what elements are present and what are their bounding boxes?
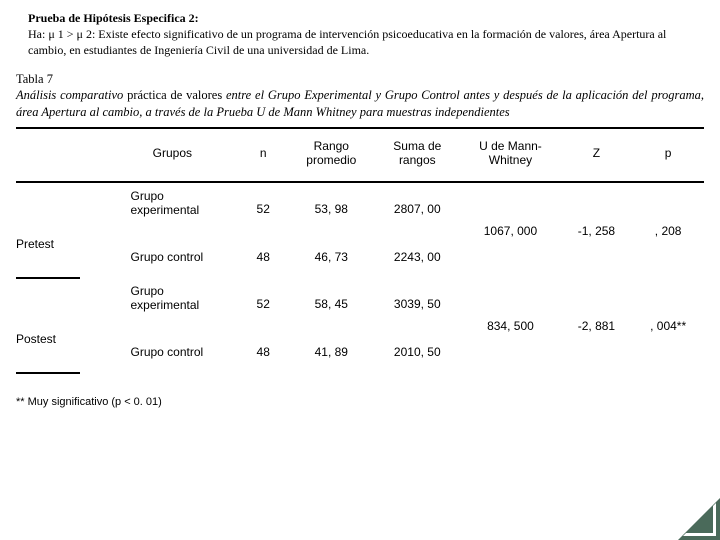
pretest-ctrl-label: Grupo control <box>80 235 238 278</box>
col-u: U de Mann-Whitney <box>460 128 560 182</box>
pretest-exp-suma: 2807, 00 <box>374 182 460 235</box>
col-p: p <box>632 128 704 182</box>
pretest-exp-rango: 53, 98 <box>288 182 374 235</box>
postest-ctrl-rango: 41, 89 <box>288 330 374 373</box>
header-row: Grupos n Rango promedio Suma de rangos U… <box>16 128 704 182</box>
stats-table-wrap: Grupos n Rango promedio Suma de rangos U… <box>0 121 720 374</box>
footnote: ** Muy significativo (p < 0. 01) <box>0 374 720 408</box>
pretest-ctrl-n: 48 <box>238 235 288 278</box>
postest-exp-label: Grupo experimental <box>80 278 238 318</box>
hypothesis-text: Ha: μ 1 > μ 2: Existe efecto significati… <box>28 27 666 57</box>
stats-table: Grupos n Rango promedio Suma de rangos U… <box>16 127 704 374</box>
postest-exp-suma: 3039, 50 <box>374 278 460 330</box>
col-suma: Suma de rangos <box>374 128 460 182</box>
pretest-u: 1067, 000 <box>460 182 560 278</box>
postest-u: 834, 500 <box>460 278 560 373</box>
postest-exp-n: 52 <box>238 278 288 330</box>
pretest-ctrl-suma: 2243, 00 <box>374 235 460 278</box>
postest-ctrl-n: 48 <box>238 330 288 373</box>
pretest-label: Pretest <box>16 223 80 265</box>
col-rango: Rango promedio <box>288 128 374 182</box>
table-number: Tabla 7 <box>16 71 704 88</box>
hypothesis-title: Prueba de Hipótesis Especifica 2: <box>28 11 199 25</box>
pretest-ctrl-rango: 46, 73 <box>288 235 374 278</box>
postest-ctrl-suma: 2010, 50 <box>374 330 460 373</box>
pretest-exp-row: Grupo experimental 52 53, 98 2807, 00 10… <box>16 182 704 223</box>
postest-ctrl-label: Grupo control <box>80 330 238 373</box>
postest-exp-row: Grupo experimental 52 58, 45 3039, 50 83… <box>16 278 704 318</box>
corner-decoration-icon <box>678 498 720 540</box>
col-n: n <box>238 128 288 182</box>
pretest-p: , 208 <box>632 182 704 278</box>
postest-exp-rango: 58, 45 <box>288 278 374 330</box>
col-z: Z <box>561 128 633 182</box>
pretest-exp-label: Grupo experimental <box>80 182 238 223</box>
table-description: Análisis comparativo práctica de valores… <box>16 88 704 119</box>
pretest-z: -1, 258 <box>561 182 633 278</box>
table-caption: Tabla 7 Análisis comparativo práctica de… <box>0 59 720 122</box>
postest-p: , 004** <box>632 278 704 373</box>
pretest-exp-n: 52 <box>238 182 288 235</box>
col-grupos: Grupos <box>80 128 238 182</box>
postest-label: Postest <box>16 318 80 360</box>
hypothesis-intro: Prueba de Hipótesis Especifica 2: Ha: μ … <box>0 0 720 59</box>
postest-z: -2, 881 <box>561 278 633 373</box>
